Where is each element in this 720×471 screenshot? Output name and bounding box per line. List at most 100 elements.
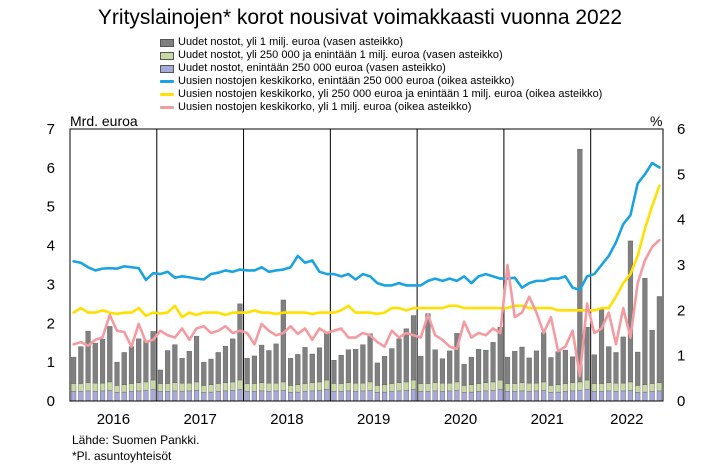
bar-segment-small (598, 391, 605, 402)
legend-swatch (160, 106, 174, 109)
bar-segment-large (635, 351, 641, 386)
bar-segment-small (150, 389, 156, 402)
bar-segment-mid (302, 383, 308, 392)
bar-segment-large (382, 356, 388, 385)
right-tick-label: 0 (677, 393, 685, 410)
bar-segment-mid (136, 382, 142, 392)
bar-segment-mid (483, 382, 489, 392)
bar-segment-mid (208, 384, 214, 393)
bar-segment-mid (548, 385, 554, 393)
bar-segment-small (656, 390, 662, 402)
bar-segment-large (476, 349, 482, 384)
legend-item-mid-loans: Uudet nostot, yli 250 000 ja enintään 1 … (160, 49, 602, 62)
bar-segment-large (649, 330, 655, 384)
bar-segment-small (353, 391, 359, 402)
bar-segment-large (136, 338, 142, 383)
x-tick-label: 2022 (610, 411, 643, 428)
bar-segment-small (476, 391, 482, 402)
bar-segment-large (172, 344, 178, 383)
bar-segment-small (107, 390, 113, 402)
bar-segment-mid (121, 384, 127, 393)
bar-segment-mid (107, 381, 113, 391)
bar-segment-small (259, 390, 265, 402)
bar-segment-mid (150, 379, 156, 390)
bar-segment-small (519, 390, 525, 402)
bar-segment-large (410, 315, 417, 381)
legend-swatch (160, 80, 174, 83)
bar-segment-mid (396, 382, 402, 392)
bar-segment-large (519, 346, 525, 383)
bar-segment-mid (374, 385, 380, 393)
bar-segment-mid (251, 383, 257, 392)
bar-segment-small (230, 390, 236, 402)
bar-segment-large (396, 338, 402, 383)
bar-segment-large (562, 349, 568, 384)
bar-segment-mid (570, 382, 576, 392)
bar-segment-mid (92, 382, 98, 392)
bar-segment-mid (432, 382, 438, 392)
bar-segment-mid (490, 381, 496, 391)
bar-segment-mid (627, 381, 634, 391)
bar-segment-small (591, 391, 597, 402)
bar-segment-small (302, 391, 308, 402)
bar-segment-small (121, 391, 127, 402)
bar-segment-small (331, 391, 337, 402)
right-axis-unit: % (650, 113, 662, 129)
bar-segment-small (382, 391, 388, 402)
bar-segment-large (165, 350, 171, 384)
bar-segment-mid (353, 382, 359, 392)
bar-segment-large (613, 352, 619, 384)
bar-segment-mid (425, 383, 431, 392)
bar-segment-large (251, 355, 257, 384)
bar-segment-small (128, 391, 135, 402)
bar-segment-mid (447, 382, 453, 392)
bar-segment-small (114, 392, 120, 402)
bar-segment-mid (533, 382, 540, 392)
bar-segment-large (179, 358, 185, 384)
bar-segment-large (114, 361, 120, 386)
left-tick-label: 2 (47, 315, 55, 332)
bar-segment-mid (157, 383, 163, 392)
bar-segment-small (468, 391, 474, 402)
bar-segment-large (128, 346, 135, 384)
bar-segment-mid (309, 382, 315, 392)
bar-segment-large (71, 356, 77, 384)
legend-item-rate-mid: Uusien nostojen keskikorko, yli 250 000 … (160, 88, 602, 101)
legend-item-large-loans: Uudet nostot, yli 1 milj. euroa (vasen a… (160, 36, 602, 49)
bar-segment-small (439, 391, 445, 402)
bar-segment-large (193, 335, 200, 383)
bar-segment-mid (410, 379, 417, 390)
bar-segment-large (150, 331, 156, 381)
bar-segment-small (309, 390, 315, 402)
bar-segment-mid (244, 383, 250, 392)
bar-segment-small (577, 390, 583, 402)
bar-segment-mid (642, 384, 648, 393)
bar-segment-mid (418, 383, 424, 392)
legend-label: Uusien nostojen keskikorko, enintään 250… (178, 75, 515, 87)
bar-segment-large (230, 338, 236, 383)
grid-layer (156, 129, 592, 401)
bar-segment-small (403, 390, 409, 402)
bar-segment-small (215, 391, 221, 402)
right-tick-label: 6 (677, 121, 685, 138)
left-tick-label: 5 (47, 199, 55, 216)
bar-segment-large (324, 333, 330, 381)
right-tick-label: 1 (677, 348, 685, 365)
x-tick-label: 2020 (444, 411, 477, 428)
bar-segment-mid (71, 383, 77, 392)
x-tick-label: 2016 (97, 411, 130, 428)
bar-segment-mid (562, 383, 568, 392)
bar-segment-large (237, 303, 243, 381)
legend-label: Uudet nostot, enintään 250 000 euroa (va… (178, 62, 446, 74)
source-text: Lähde: Suomen Pankki. (72, 433, 200, 447)
bar-segment-mid (461, 385, 467, 393)
bar-segment-mid (656, 382, 662, 392)
bar-segment-mid (78, 383, 84, 392)
bar-segment-large (432, 349, 438, 383)
bar-segment-small (78, 391, 84, 402)
bar-segment-small (280, 390, 286, 402)
bar-segment-large (201, 361, 207, 386)
bar-segment-mid (237, 379, 243, 390)
bar-segment-small (222, 390, 229, 402)
